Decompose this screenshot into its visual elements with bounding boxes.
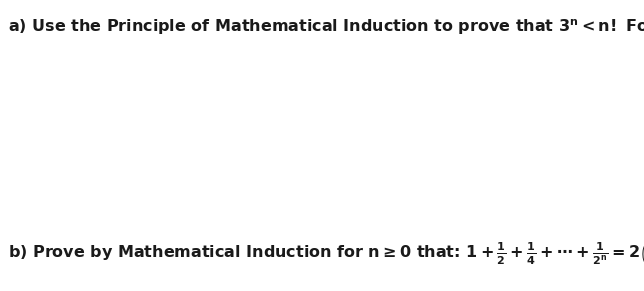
Text: b) Prove by Mathematical Induction for $n \geq 0$ that: $1 + \frac{1}{2} + \frac: b) Prove by Mathematical Induction for $… bbox=[8, 240, 644, 268]
Text: a) Use the Principle of Mathematical Induction to prove that $3^n < n!$ For $n >: a) Use the Principle of Mathematical Ind… bbox=[8, 17, 644, 37]
